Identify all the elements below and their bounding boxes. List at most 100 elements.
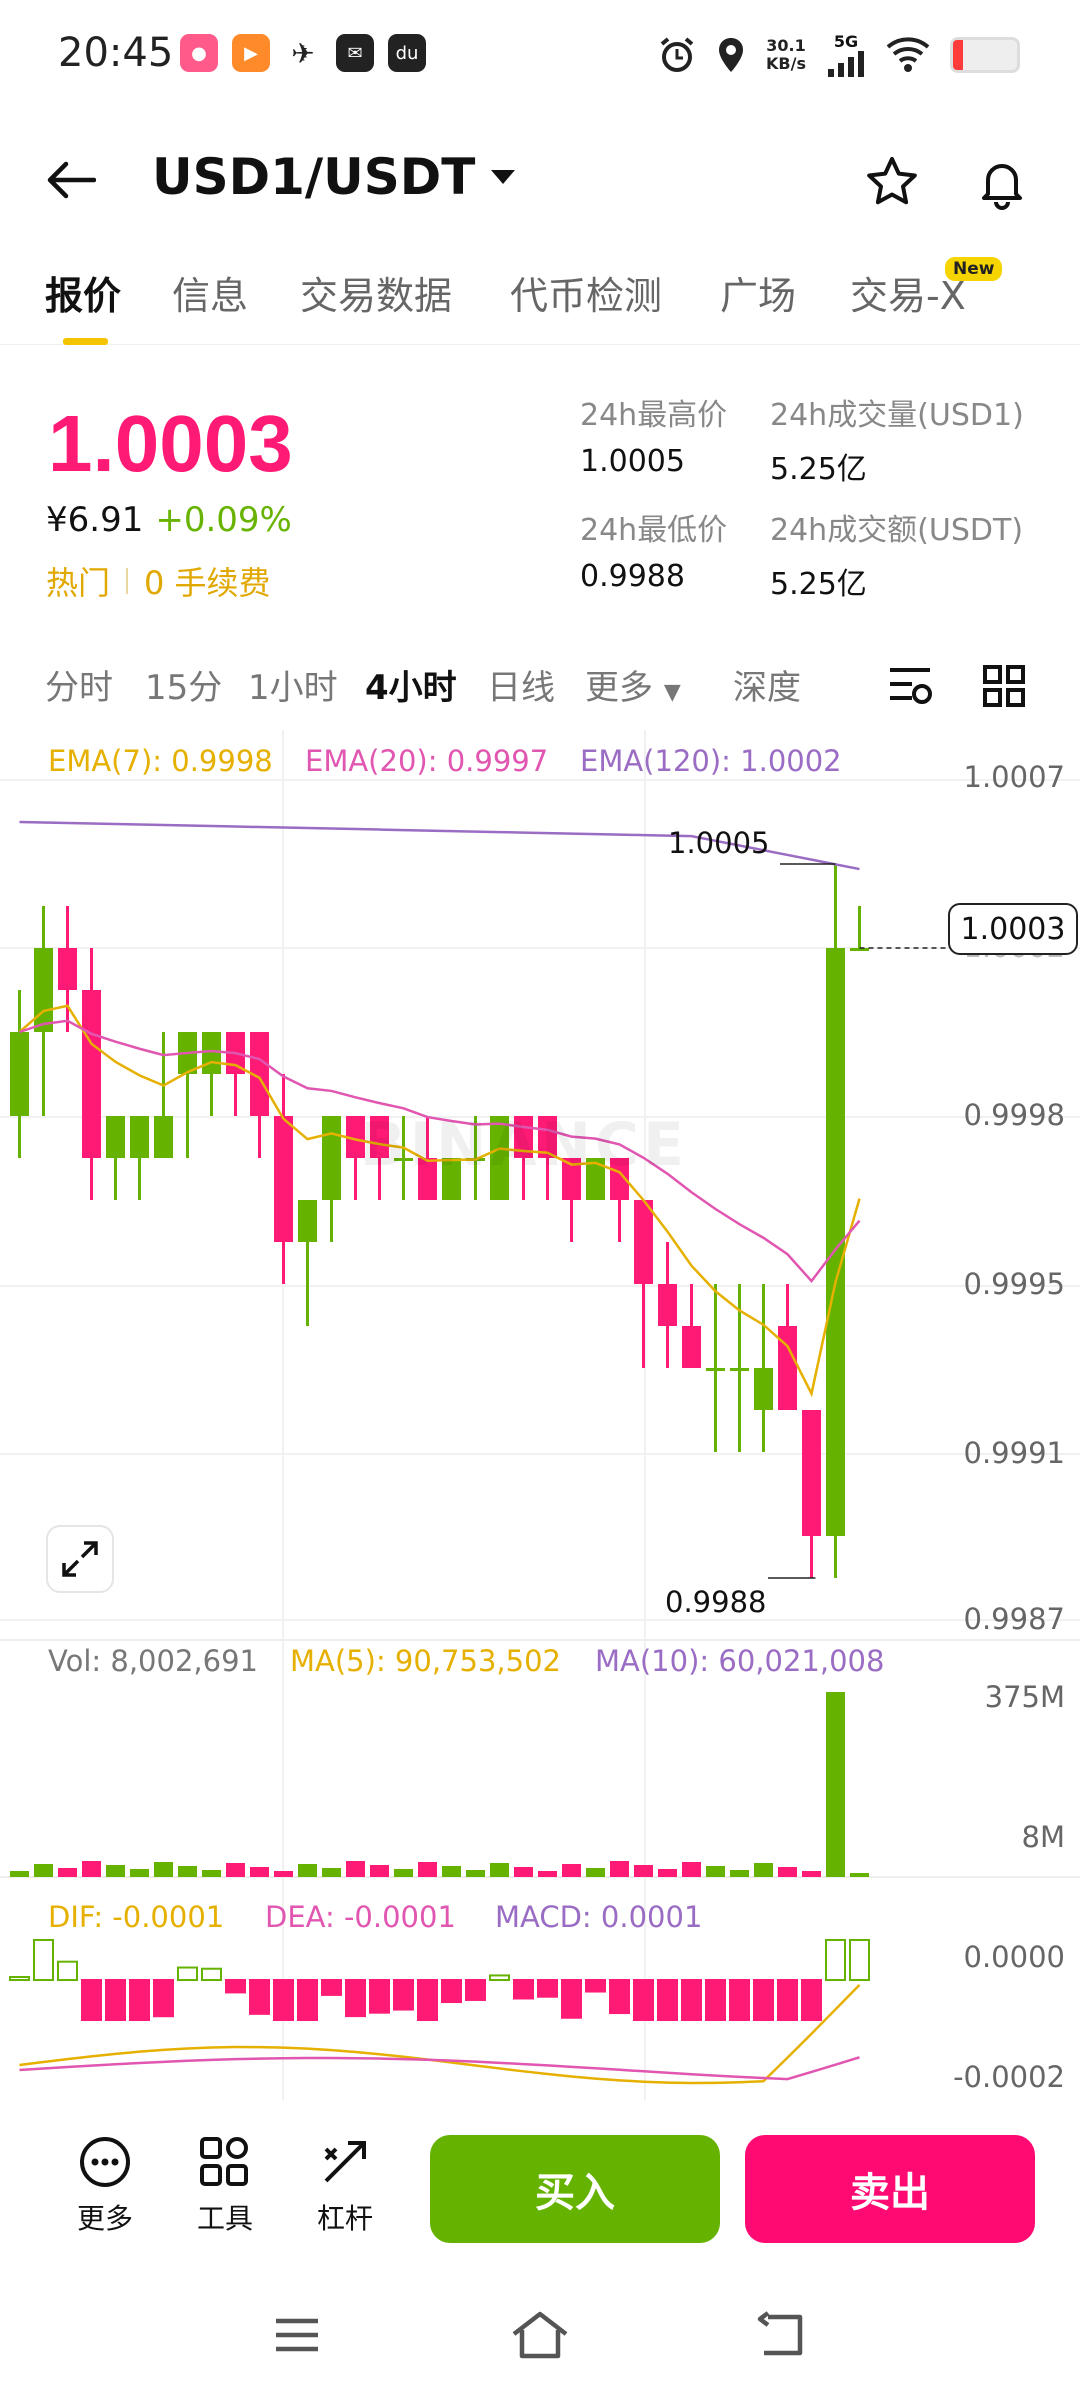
candle-body (202, 1032, 221, 1074)
tab-trade-x[interactable]: 交易-X (850, 274, 966, 318)
interval-depth[interactable]: 深度 (733, 668, 801, 708)
candle-body (610, 1158, 629, 1200)
app-notification-icon: ● (180, 34, 218, 72)
interval-line[interactable]: 分时 (45, 668, 113, 708)
home-icon (512, 2311, 568, 2359)
tools-button[interactable]: 工具 (175, 2135, 275, 2237)
candle-body (418, 1158, 437, 1200)
caret-down-icon: ▼ (663, 680, 681, 705)
candle-body (106, 1116, 125, 1158)
tab-square[interactable]: 广场 (720, 274, 797, 318)
tag-line: 热门 0 手续费 (46, 558, 271, 604)
tab-trading-data[interactable]: 交易数据 (300, 274, 453, 318)
nav-back-button[interactable] (745, 2300, 815, 2370)
macd-axis-label: -0.0002 (953, 2060, 1065, 2094)
interval-1h[interactable]: 1小时 (248, 668, 338, 708)
candle-body (298, 1200, 317, 1242)
macd-histogram-bar (633, 1979, 654, 2021)
kline-chart[interactable]: BINANCE EMA(7): 0.9998 EMA(20): 0.9997 E… (0, 730, 1080, 2100)
alarm-icon (660, 36, 694, 72)
candle-body (730, 1368, 749, 1371)
pair-title: USD1/USDT (152, 148, 476, 206)
zero-fee-tag[interactable]: 0 手续费 (144, 564, 271, 602)
macd-legend: MACD: 0.0001 (495, 1900, 703, 1934)
volume-bar (154, 1862, 173, 1877)
fullscreen-button[interactable] (46, 1525, 114, 1593)
volume-bar (346, 1861, 365, 1877)
last-price: 1.0003 (48, 399, 293, 488)
ema120-line (19, 820, 860, 871)
volume-bar (298, 1864, 317, 1877)
ema20-legend: EMA(20): 0.9997 (305, 744, 549, 778)
fiat-price: ¥6.91 (46, 500, 144, 540)
candle-body (322, 1116, 341, 1200)
candle-body (802, 1410, 821, 1536)
interval-4h[interactable]: 4小时 (365, 668, 457, 708)
nav-menu-button[interactable] (262, 2300, 332, 2370)
dif-legend: DIF: -0.0001 (48, 1900, 225, 1934)
favorite-button[interactable] (860, 150, 924, 214)
volume-legend: Vol: 8,002,691 (48, 1644, 258, 1678)
more-icon (80, 2137, 130, 2187)
candle-body (250, 1032, 269, 1116)
caret-down-icon (491, 170, 516, 184)
volume-bar (610, 1861, 629, 1877)
candle-body (658, 1284, 677, 1326)
tab-quote[interactable]: 报价 (45, 274, 122, 318)
candle-body (274, 1116, 293, 1242)
dea-line (19, 2056, 860, 2081)
macd-histogram-bar (705, 1979, 726, 2021)
volume-bar (706, 1866, 725, 1877)
nav-home-button[interactable] (505, 2300, 575, 2370)
interval-more[interactable]: 更多 ▼ (585, 668, 681, 708)
hot-tag[interactable]: 热门 (46, 564, 111, 602)
macd-histogram-bar (273, 1979, 294, 2021)
volume-bar (538, 1871, 557, 1877)
wifi-icon (886, 36, 930, 72)
volume-bar (322, 1868, 341, 1877)
macd-histogram-bar (105, 1979, 126, 2021)
volume-bar (106, 1865, 125, 1877)
volume-bar (394, 1869, 413, 1877)
volume-ma10-legend: MA(10): 60,021,008 (595, 1644, 885, 1678)
dea-legend: DEA: -0.0001 (265, 1900, 456, 1934)
header: USD1/USDT (0, 130, 1080, 230)
tools-icon (200, 2137, 248, 2186)
layout-grid-icon[interactable] (982, 664, 1026, 708)
macd-histogram-bar (777, 1979, 798, 2021)
interval-1d[interactable]: 日线 (487, 668, 555, 708)
volume-bar (490, 1863, 509, 1877)
sell-button[interactable]: 卖出 (745, 2135, 1035, 2243)
macd-histogram-bar (369, 1979, 390, 2014)
macd-histogram-bar (297, 1979, 318, 2021)
current-price-tag: 1.0003 (948, 903, 1078, 955)
tab-token-check[interactable]: 代币检测 (510, 274, 663, 318)
bottom-action-bar: 更多 工具 杠杆 买入 卖出 (0, 2105, 1080, 2265)
tab-info[interactable]: 信息 (172, 274, 249, 318)
volume-bar (514, 1867, 533, 1877)
status-time: 20:45 (58, 30, 174, 76)
candle-body (586, 1158, 605, 1200)
macd-histogram-bar (81, 1979, 102, 2021)
alert-button[interactable] (970, 150, 1034, 214)
chart-canvas[interactable] (0, 730, 1080, 2100)
price-change: +0.09% (155, 500, 292, 540)
macd-histogram-bar (201, 1967, 222, 1982)
system-nav-bar (0, 2290, 1080, 2380)
macd-histogram-bar (249, 1979, 270, 2015)
more-button[interactable]: 更多 (55, 2135, 155, 2237)
buy-button[interactable]: 买入 (430, 2135, 720, 2243)
candle-body (826, 948, 845, 1536)
du-app-icon: du (388, 34, 426, 72)
high-marker-label: 1.0005 (668, 826, 770, 860)
interval-15m[interactable]: 15分 (145, 668, 223, 708)
pair-selector[interactable]: USD1/USDT (152, 148, 517, 206)
back-button[interactable] (40, 150, 100, 210)
ema7-legend: EMA(7): 0.9998 (48, 744, 273, 778)
volume-axis-label: 8M (1021, 1820, 1065, 1854)
leverage-button[interactable]: 杠杆 (295, 2135, 395, 2237)
macd-histogram-bar (729, 1979, 750, 2021)
volume-bar (754, 1863, 773, 1877)
volume-bar (586, 1868, 605, 1877)
indicator-settings-icon[interactable] (888, 664, 934, 708)
